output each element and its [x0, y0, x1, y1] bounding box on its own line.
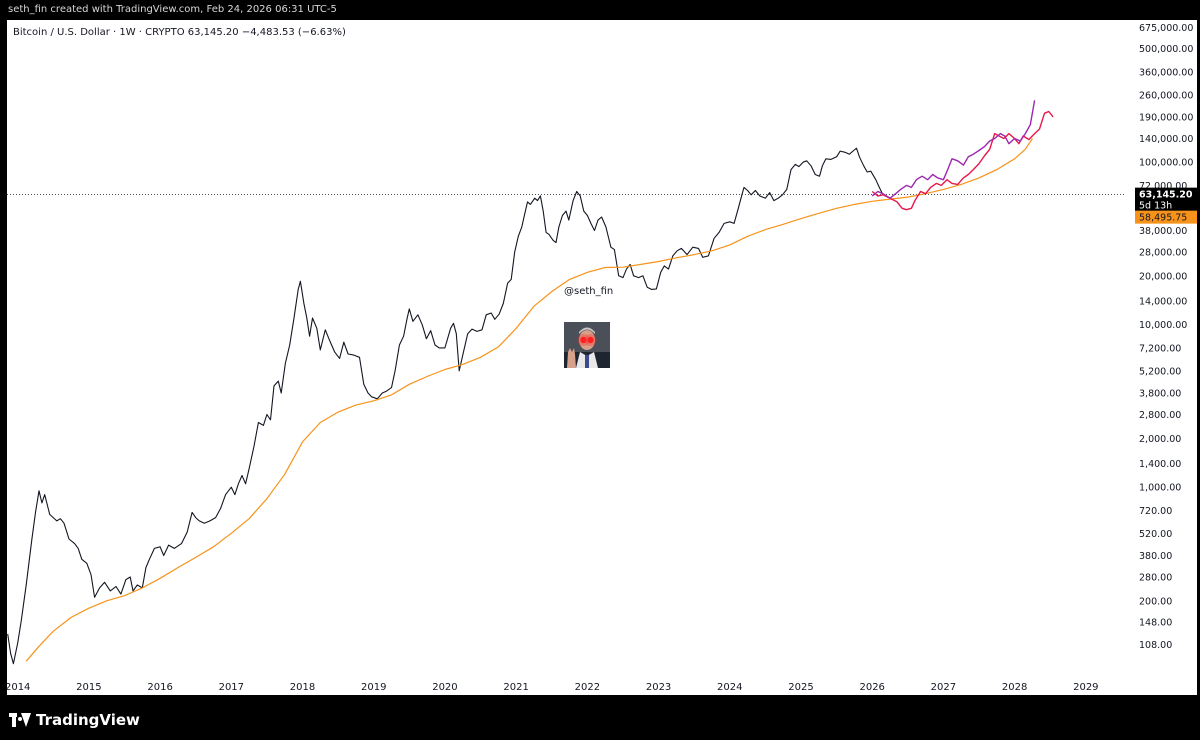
x-tick-label: 2027 [931, 682, 956, 693]
y-tick-label: 7,200.00 [1139, 343, 1181, 354]
x-tick-label: 2016 [147, 682, 172, 693]
x-tick-label: 2024 [717, 682, 742, 693]
y-tick-label: 20,000.00 [1139, 271, 1187, 282]
y-tick-label: 280.00 [1139, 573, 1172, 584]
x-tick-label: 2015 [76, 682, 101, 693]
x-tick-label: 2020 [432, 682, 457, 693]
symbol-legend[interactable]: Bitcoin / U.S. Dollar · 1W · CRYPTO 63,1… [13, 27, 346, 38]
countdown-tag-text: 5d 13h [1139, 201, 1172, 212]
x-tick-label: 2021 [503, 682, 528, 693]
x-tick-label: 2029 [1073, 682, 1098, 693]
series-ma-line [25, 138, 1033, 662]
y-tick-label: 675,000.00 [1139, 23, 1193, 34]
y-tick-label: 380.00 [1139, 551, 1172, 562]
last-price-tag-bg [1135, 187, 1197, 212]
top-bar: seth_fin created with TradingView.com, F… [0, 0, 1200, 20]
y-tick-label: 500,000.00 [1139, 44, 1193, 55]
x-tick-label: 2014 [7, 682, 30, 693]
y-tick-label: 1,400.00 [1139, 459, 1181, 470]
x-tick-label: 2018 [290, 682, 315, 693]
y-tick-label: 5,200.00 [1139, 366, 1181, 377]
footer-bar: TradingView [0, 695, 1200, 740]
series-projection_red-line [871, 110, 1054, 211]
y-tick-label: 720.00 [1139, 506, 1172, 517]
series-price-line [7, 147, 884, 665]
x-axis: 2014 2015 2016 2017 2018 2019 2020 2021 2022 2023… [7, 682, 1099, 693]
y-tick-label: 3,800.00 [1139, 388, 1181, 399]
ma-tag-bg [1135, 210, 1197, 224]
y-tick-label: 148.00 [1139, 618, 1172, 629]
author-watermark: @seth_fin [564, 286, 613, 297]
series-layer [7, 100, 1054, 665]
y-tick-label: 72,000.00 [1139, 181, 1187, 192]
face-sticker-image [564, 322, 610, 368]
series-projection_purple-line [871, 100, 1036, 199]
x-tick-label: 2025 [788, 682, 813, 693]
y-tick-label: 260,000.00 [1139, 90, 1193, 101]
y-tick-label: 10,000.00 [1139, 320, 1187, 331]
y-tick-label: 28,000.00 [1139, 248, 1187, 259]
y-tick-label: 360,000.00 [1139, 67, 1193, 78]
x-tick-label: 2019 [361, 682, 386, 693]
tradingview-logo-icon [9, 713, 31, 727]
y-tick-label: 2,800.00 [1139, 410, 1181, 421]
y-tick-label: 200.00 [1139, 596, 1172, 607]
chart-svg[interactable]: 675,000.00 500,000.00 360,000.00 260,000.00… [7, 20, 1197, 695]
ma-tag-text: 58,495.75 [1139, 213, 1187, 224]
y-tick-label: 108.00 [1139, 640, 1172, 651]
y-tick-label: 2,000.00 [1139, 434, 1181, 445]
y-tick-label: 520.00 [1139, 529, 1172, 540]
x-tick-label: 2026 [859, 682, 884, 693]
tradingview-brand-text: TradingView [36, 711, 140, 729]
y-tick-label: 38,000.00 [1139, 226, 1187, 237]
credit-text: seth_fin created with TradingView.com, F… [8, 4, 337, 15]
y-tick-label: 140,000.00 [1139, 134, 1193, 145]
y-axis: 675,000.00 500,000.00 360,000.00 260,000.00… [1139, 23, 1193, 651]
x-tick-label: 2017 [219, 682, 244, 693]
chart-panel[interactable]: 675,000.00 500,000.00 360,000.00 260,000.00… [7, 20, 1197, 695]
y-tick-label: 190,000.00 [1139, 112, 1193, 123]
x-tick-label: 2022 [575, 682, 600, 693]
y-tick-label: 100,000.00 [1139, 158, 1193, 169]
tradingview-logo[interactable]: TradingView [9, 711, 140, 729]
y-tick-label: 14,000.00 [1139, 296, 1187, 307]
x-tick-label: 2023 [646, 682, 671, 693]
y-tick-label: 1,000.00 [1139, 483, 1181, 494]
last-price-tag-text: 63,145.20 [1139, 190, 1193, 201]
x-tick-label: 2028 [1002, 682, 1027, 693]
